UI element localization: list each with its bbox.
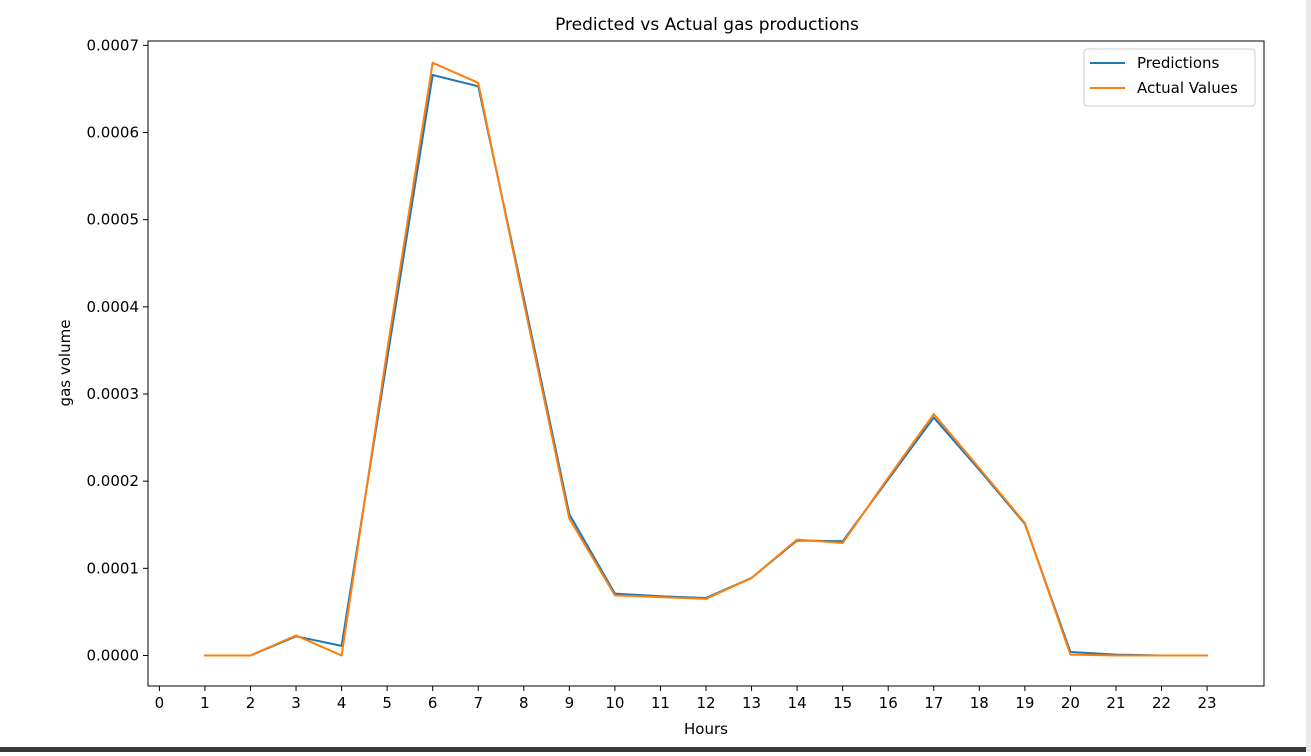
x-tick-label: 4 xyxy=(337,694,347,712)
y-tick-label: 0.0005 xyxy=(87,211,140,229)
x-tick-label: 22 xyxy=(1152,694,1171,712)
x-tick-label: 16 xyxy=(879,694,898,712)
x-tick-label: 8 xyxy=(519,694,529,712)
x-tick-label: 11 xyxy=(651,694,670,712)
x-tick-label: 12 xyxy=(696,694,715,712)
plot-area xyxy=(147,40,1265,687)
legend: Predictions Actual Values xyxy=(1083,48,1256,107)
y-tick-label: 0.0000 xyxy=(87,646,140,664)
y-tick-label: 0.0007 xyxy=(87,36,140,54)
x-tick-label: 20 xyxy=(1061,694,1080,712)
chart-title: Predicted vs Actual gas productions xyxy=(555,15,859,35)
x-tick-label: 19 xyxy=(1015,694,1034,712)
y-tick-label: 0.0003 xyxy=(87,385,140,403)
x-tick-label: 6 xyxy=(428,694,438,712)
x-tick-label: 23 xyxy=(1198,694,1217,712)
x-tick-label: 7 xyxy=(473,694,483,712)
x-tick-label: 3 xyxy=(291,694,301,712)
x-axis-label: Hours xyxy=(684,720,728,738)
x-tick-label: 18 xyxy=(970,694,989,712)
x-tick-label: 15 xyxy=(833,694,852,712)
x-tick-label: 1 xyxy=(200,694,210,712)
window-right-border xyxy=(1306,0,1311,752)
x-tick-label: 14 xyxy=(788,694,807,712)
legend-label-predictions: Predictions xyxy=(1137,54,1220,72)
y-tick-label: 0.0001 xyxy=(87,559,140,577)
y-tick-label: 0.0006 xyxy=(87,124,140,142)
series-line-actual-values xyxy=(203,61,1209,657)
x-axis: 0 1 2 3 4 5 6 7 8 9 10 11 12 13 14 15 16 17 18 19 20 21 22 23 xyxy=(155,686,1217,712)
x-tick-label: 5 xyxy=(382,694,392,712)
legend-box xyxy=(1083,48,1256,107)
x-tick-label: 13 xyxy=(742,694,761,712)
series-layer xyxy=(203,61,1209,657)
legend-label-actual-values: Actual Values xyxy=(1137,79,1238,97)
y-axis: 0.0000 0.0001 0.0002 0.0003 0.0004 0.0005 0.00… xyxy=(87,36,148,664)
x-tick-label: 9 xyxy=(565,694,575,712)
y-tick-label: 0.0004 xyxy=(87,298,140,316)
y-axis-label: gas volume xyxy=(56,320,74,407)
x-tick-label: 21 xyxy=(1106,694,1125,712)
x-tick-label: 0 xyxy=(155,694,165,712)
window-bottom-border xyxy=(0,747,1311,752)
x-tick-label: 17 xyxy=(924,694,943,712)
x-tick-label: 2 xyxy=(246,694,256,712)
x-tick-label: 10 xyxy=(605,694,624,712)
y-tick-label: 0.0002 xyxy=(87,472,140,490)
